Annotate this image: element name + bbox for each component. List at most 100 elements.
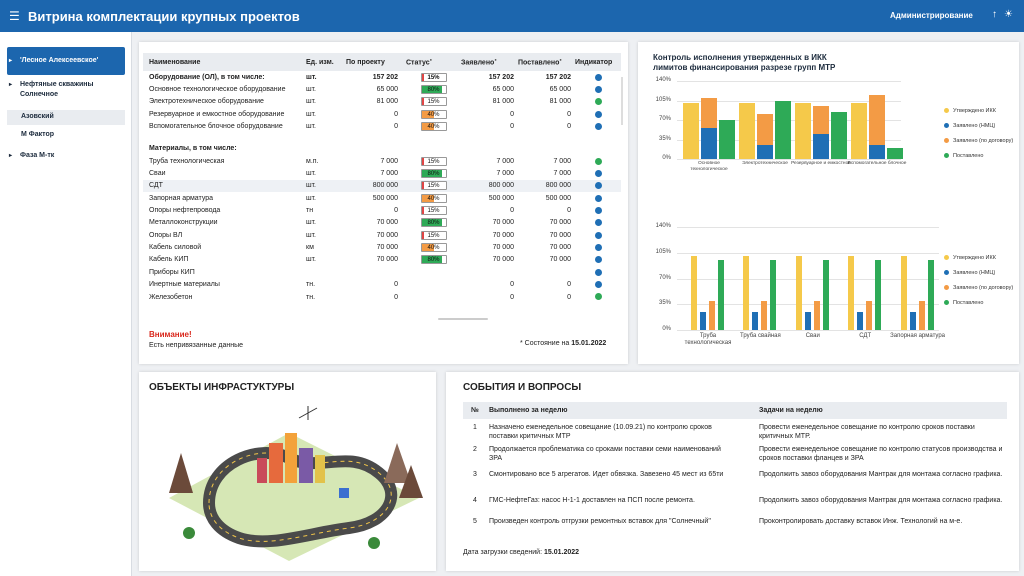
- bar-Поставлено[interactable]: [719, 120, 735, 159]
- table-hscroll[interactable]: [438, 318, 488, 320]
- event-row[interactable]: 4 ГМС-НефтеГаз: насос Н-1-1 доставлен на …: [463, 492, 1007, 513]
- indicator-cell: [575, 266, 621, 278]
- col-proj[interactable]: По проекту: [346, 58, 385, 66]
- table-row[interactable]: Кабель КИП шт. 70 000 80% 70 000 70 000: [143, 254, 621, 266]
- table-row[interactable]: Вспомогательное блочное оборудование шт. 0…: [143, 120, 621, 132]
- bar-Поставлено[interactable]: [822, 260, 829, 330]
- bar-Утверждено-ИКК[interactable]: [691, 256, 697, 330]
- table-row[interactable]: Запорная арматура шт. 500 000 40% 500 000 500…: [143, 192, 621, 204]
- top-bar: ☰ Витрина комплектации крупных проектов …: [0, 0, 1024, 32]
- table-row[interactable]: Электротехническое оборудование шт. 81 000…: [143, 96, 621, 108]
- y-tick-label: 35%: [658, 135, 671, 142]
- arrow-up-icon[interactable]: ↑: [992, 9, 997, 20]
- table-row[interactable]: Приборы КИП: [143, 266, 621, 278]
- bar-Утверждено-ИКК[interactable]: [683, 103, 699, 159]
- bar-Заявлено-(НМЦ)[interactable]: [804, 311, 811, 330]
- legend-item[interactable]: Заявлено (НМЦ): [944, 270, 995, 276]
- bar-Заявлено-(по-договору)[interactable]: [918, 300, 925, 330]
- cell-name: Сваи: [149, 170, 166, 178]
- table-row[interactable]: Кабель силовой км 70 000 40% 70 000 70 000: [143, 241, 621, 253]
- col-claimed[interactable]: Заявлено●: [461, 57, 497, 67]
- bar-Заявлено-(по-договору)[interactable]: [866, 300, 873, 330]
- bar-Поставлено[interactable]: [770, 260, 777, 330]
- table-row[interactable]: Опоры ВЛ шт. 70 000 15% 70 000 70 000: [143, 229, 621, 241]
- bar-Заявлено-(НМЦ)[interactable]: [857, 311, 864, 330]
- legend-item[interactable]: Поставлено: [944, 153, 983, 159]
- event-row[interactable]: 2 Продолжается проблематика со сроками по…: [463, 441, 1007, 466]
- legend-item[interactable]: Заявлено (по договору): [944, 285, 1013, 291]
- bar-Заявлено-(по-договору)[interactable]: [709, 300, 715, 330]
- event-row[interactable]: 5 Произведен контроль отгрузки ремонтных …: [463, 513, 1007, 539]
- legend-item[interactable]: Заявлено (НМЦ): [944, 123, 995, 129]
- table-row[interactable]: Сваи шт. 7 000 80% 7 000 7 000: [143, 167, 621, 179]
- col-delivered[interactable]: Поставлено●: [518, 57, 562, 67]
- sun-icon[interactable]: ☀: [1004, 9, 1013, 20]
- cell-proj: 70 000: [376, 231, 398, 239]
- col-name[interactable]: Наименование: [149, 58, 201, 66]
- cell-claimed: 70 000: [492, 219, 514, 227]
- event-row[interactable]: 1 Назначено еженедельное совещание (10.09…: [463, 419, 1007, 441]
- bar-Утверждено-ИКК[interactable]: [743, 256, 750, 330]
- y-tick-label: 0%: [662, 155, 671, 161]
- table-row[interactable]: Основное технологическое оборудование шт.…: [143, 83, 621, 95]
- legend-swatch: [944, 123, 949, 129]
- table-row[interactable]: Материалы, в том числе:: [143, 143, 621, 155]
- legend-item[interactable]: Утверждено ИКК: [944, 108, 996, 114]
- events-title: СОБЫТИЯ И ВОПРОСЫ: [463, 382, 582, 393]
- bar-Утверждено-ИКК[interactable]: [795, 256, 802, 330]
- table-row[interactable]: Опоры нефтепровода тн 0 15% 0 0: [143, 204, 621, 216]
- bar-Заявлено-(НМЦ)[interactable]: [813, 133, 829, 159]
- table-row[interactable]: Металлоконструкции шт. 70 000 80% 70 000 70 0…: [143, 217, 621, 229]
- sidebar-item-lesnoe[interactable]: ▸ 'Лесное Алексеевское': [7, 47, 125, 75]
- bar-Заявлено-(НМЦ)[interactable]: [701, 128, 717, 159]
- cell-claimed: 65 000: [492, 86, 514, 94]
- bar-Поставлено[interactable]: [887, 147, 903, 159]
- bar-Заявлено-(по-договору)[interactable]: [761, 300, 768, 330]
- legend-item[interactable]: Заявлено (по договору): [944, 138, 1013, 144]
- sidebar-item-solnechnoe[interactable]: ▸ Нефтяные скважины Солнечное: [9, 81, 94, 98]
- cell-claimed: [461, 266, 518, 278]
- bar-Утверждено-ИКК[interactable]: [900, 256, 907, 330]
- event-row[interactable]: 3 Смонтировано все 5 агрегатов. Идет обвя…: [463, 466, 1007, 492]
- bar-Заявлено-(НМЦ)[interactable]: [869, 145, 885, 159]
- bar-Утверждено-ИКК[interactable]: [848, 256, 855, 330]
- chevron-right-icon: ▸: [9, 82, 13, 88]
- table-row[interactable]: Труба технологическая м.п. 7 000 15% 7 000 7 …: [143, 155, 621, 167]
- legend-item[interactable]: Утверждено ИКК: [944, 255, 996, 261]
- bar-Заявлено-(по-договору)[interactable]: [869, 94, 885, 159]
- sidebar-item-azovsky[interactable]: Азовский: [7, 110, 125, 125]
- table-row[interactable]: Железобетон тн. 0 0 0: [143, 291, 621, 303]
- bar-Поставлено[interactable]: [875, 260, 882, 330]
- bar-Утверждено-ИКК[interactable]: [851, 103, 867, 159]
- cell-name: Металлоконструкции: [149, 219, 218, 227]
- table-row[interactable]: СДТ шт. 800 000 15% 800 000 800 000: [143, 179, 621, 193]
- bar-Заявлено-(НМЦ)[interactable]: [700, 311, 706, 330]
- admin-link[interactable]: Администрирование: [890, 11, 973, 20]
- table-row[interactable]: Инертные материалы тн. 0 0 0: [143, 279, 621, 291]
- bar-Заявлено-(НМЦ)[interactable]: [909, 311, 916, 330]
- cell-unit: шт.: [306, 170, 316, 178]
- bar-Заявлено-(НМЦ)[interactable]: [757, 145, 773, 159]
- bar-Поставлено[interactable]: [775, 100, 791, 159]
- table-row[interactable]: Оборудование (ОЛ), в том числе: шт. 157 20…: [143, 71, 621, 83]
- sidebar-item-faza[interactable]: ▸ Фаза М-тк: [9, 152, 55, 159]
- col-indicator[interactable]: Индикатор: [575, 58, 613, 66]
- bar-Заявлено-(НМЦ)[interactable]: [752, 311, 759, 330]
- col-unit[interactable]: Ед. изм.: [306, 58, 334, 66]
- legend-item[interactable]: Поставлено: [944, 300, 983, 306]
- cell-name: Опоры нефтепровода: [149, 207, 221, 215]
- table-row[interactable]: Резервуарное и емкостное оборудование шт.…: [143, 108, 621, 120]
- col-status[interactable]: Статус●: [406, 57, 433, 67]
- cell-proj: 7 000: [380, 170, 398, 178]
- sidebar-item-m-factor[interactable]: М Фактор: [21, 131, 55, 138]
- bar-Заявлено-(по-договору)[interactable]: [813, 300, 820, 330]
- bar-Поставлено[interactable]: [927, 260, 934, 330]
- menu-icon[interactable]: ☰: [9, 9, 20, 23]
- table-vscroll[interactable]: [621, 77, 623, 125]
- cell-unit: [306, 143, 346, 155]
- bar-Утверждено-ИКК[interactable]: [795, 103, 811, 159]
- bar-Утверждено-ИКК[interactable]: [739, 103, 755, 159]
- bar-Поставлено[interactable]: [831, 111, 847, 159]
- bar-Поставлено[interactable]: [718, 260, 724, 330]
- cell-delivered: 0: [567, 281, 571, 289]
